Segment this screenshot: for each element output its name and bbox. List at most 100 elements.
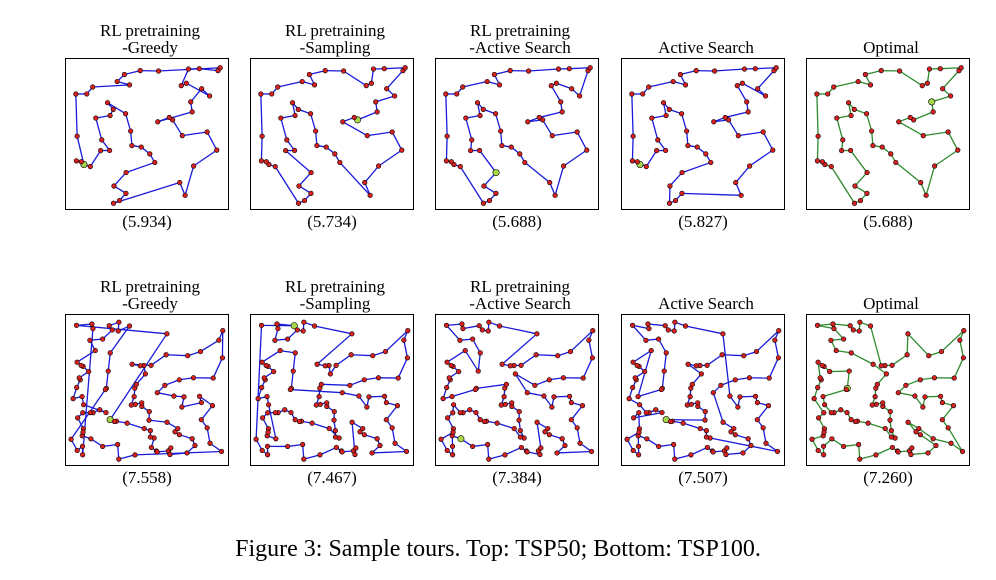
city-point — [590, 328, 596, 334]
city-point — [536, 114, 542, 121]
tour-edge — [472, 338, 481, 354]
city-point — [291, 147, 298, 154]
city-point — [630, 384, 636, 391]
city-point — [569, 86, 575, 92]
city-point — [819, 362, 825, 369]
city-point — [814, 322, 821, 328]
tour-edge — [898, 392, 916, 397]
tour-edge — [386, 70, 404, 90]
city-point — [693, 68, 699, 74]
tour-edge — [913, 111, 934, 121]
city-point — [171, 393, 177, 399]
city-point — [815, 359, 821, 365]
tour-edge — [134, 450, 222, 456]
city-point — [317, 452, 323, 458]
city-point — [204, 129, 210, 135]
tour-edge — [829, 370, 850, 373]
city-point — [682, 323, 689, 329]
city-point — [815, 133, 821, 139]
city-point — [116, 197, 123, 204]
city-point — [741, 353, 747, 359]
city-point — [129, 142, 135, 149]
city-point — [831, 325, 837, 332]
tour-edge — [681, 161, 712, 174]
city-point — [773, 65, 779, 71]
tour-start-city — [290, 322, 298, 330]
city-point — [383, 417, 389, 423]
city-point — [216, 337, 222, 343]
city-point — [821, 452, 827, 458]
tour-svg — [814, 65, 964, 206]
panel-title-line2: Optimal — [863, 294, 919, 313]
tour-length-label: (5.827) — [678, 212, 728, 231]
panel-title: RL pretraining -Active Search — [415, 22, 625, 56]
city-point — [382, 348, 389, 355]
city-point — [828, 410, 834, 416]
tour-edge — [736, 85, 748, 103]
city-point — [468, 147, 474, 154]
city-point — [870, 142, 876, 149]
panel-title-line1 — [601, 278, 811, 295]
tour-edge — [385, 405, 398, 421]
city-point — [920, 133, 926, 139]
tour-edge — [680, 69, 697, 76]
city-point — [821, 410, 827, 416]
city-point — [443, 91, 449, 97]
city-point — [766, 375, 772, 381]
city-point — [685, 142, 691, 149]
city-point — [105, 368, 111, 374]
tour-edge — [494, 113, 502, 132]
tour-edge — [446, 350, 466, 363]
city-point — [852, 183, 858, 189]
city-point — [895, 390, 901, 396]
city-point — [688, 452, 694, 458]
city-point — [142, 371, 148, 377]
city-point — [162, 382, 168, 388]
city-point — [864, 190, 870, 196]
tour-length-label: (5.688) — [863, 212, 913, 231]
city-point — [459, 321, 465, 327]
tour-edge — [570, 405, 583, 421]
city-point — [88, 436, 94, 442]
city-point — [480, 200, 487, 206]
tour-edge — [865, 113, 873, 132]
tour-edge — [762, 131, 774, 151]
tour-edge — [290, 388, 343, 394]
tour-edge — [685, 325, 724, 335]
city-point — [309, 420, 315, 426]
city-point — [754, 417, 760, 423]
figure-grid: RL pretraining -Greedy (5.934) RL pretra… — [65, 22, 970, 487]
city-point — [948, 93, 954, 99]
city-point — [207, 440, 213, 446]
city-point — [634, 362, 640, 369]
city-point — [219, 355, 226, 361]
city-point — [74, 447, 80, 454]
city-point — [332, 428, 338, 434]
tour-edge — [107, 352, 111, 372]
city-point — [930, 109, 936, 115]
city-point — [184, 450, 190, 456]
tour-edge — [813, 398, 825, 414]
tour-edge — [906, 333, 909, 355]
city-point — [732, 377, 738, 383]
city-point — [574, 129, 580, 135]
city-point — [640, 91, 646, 97]
city-point — [833, 347, 839, 354]
tour-edge — [335, 354, 352, 366]
city-point — [264, 443, 271, 449]
tour-edge — [749, 149, 774, 167]
city-point — [703, 151, 709, 157]
tour-edge — [193, 149, 218, 167]
city-point — [498, 128, 504, 134]
city-point — [503, 381, 509, 387]
city-point — [348, 352, 354, 358]
city-point — [856, 328, 862, 334]
tour-edge — [385, 330, 409, 353]
city-point — [331, 417, 337, 423]
city-point — [775, 355, 782, 361]
city-point — [76, 375, 82, 381]
city-point — [301, 456, 307, 462]
city-point — [753, 348, 760, 355]
tour-edge — [742, 82, 766, 97]
city-point — [351, 114, 357, 121]
